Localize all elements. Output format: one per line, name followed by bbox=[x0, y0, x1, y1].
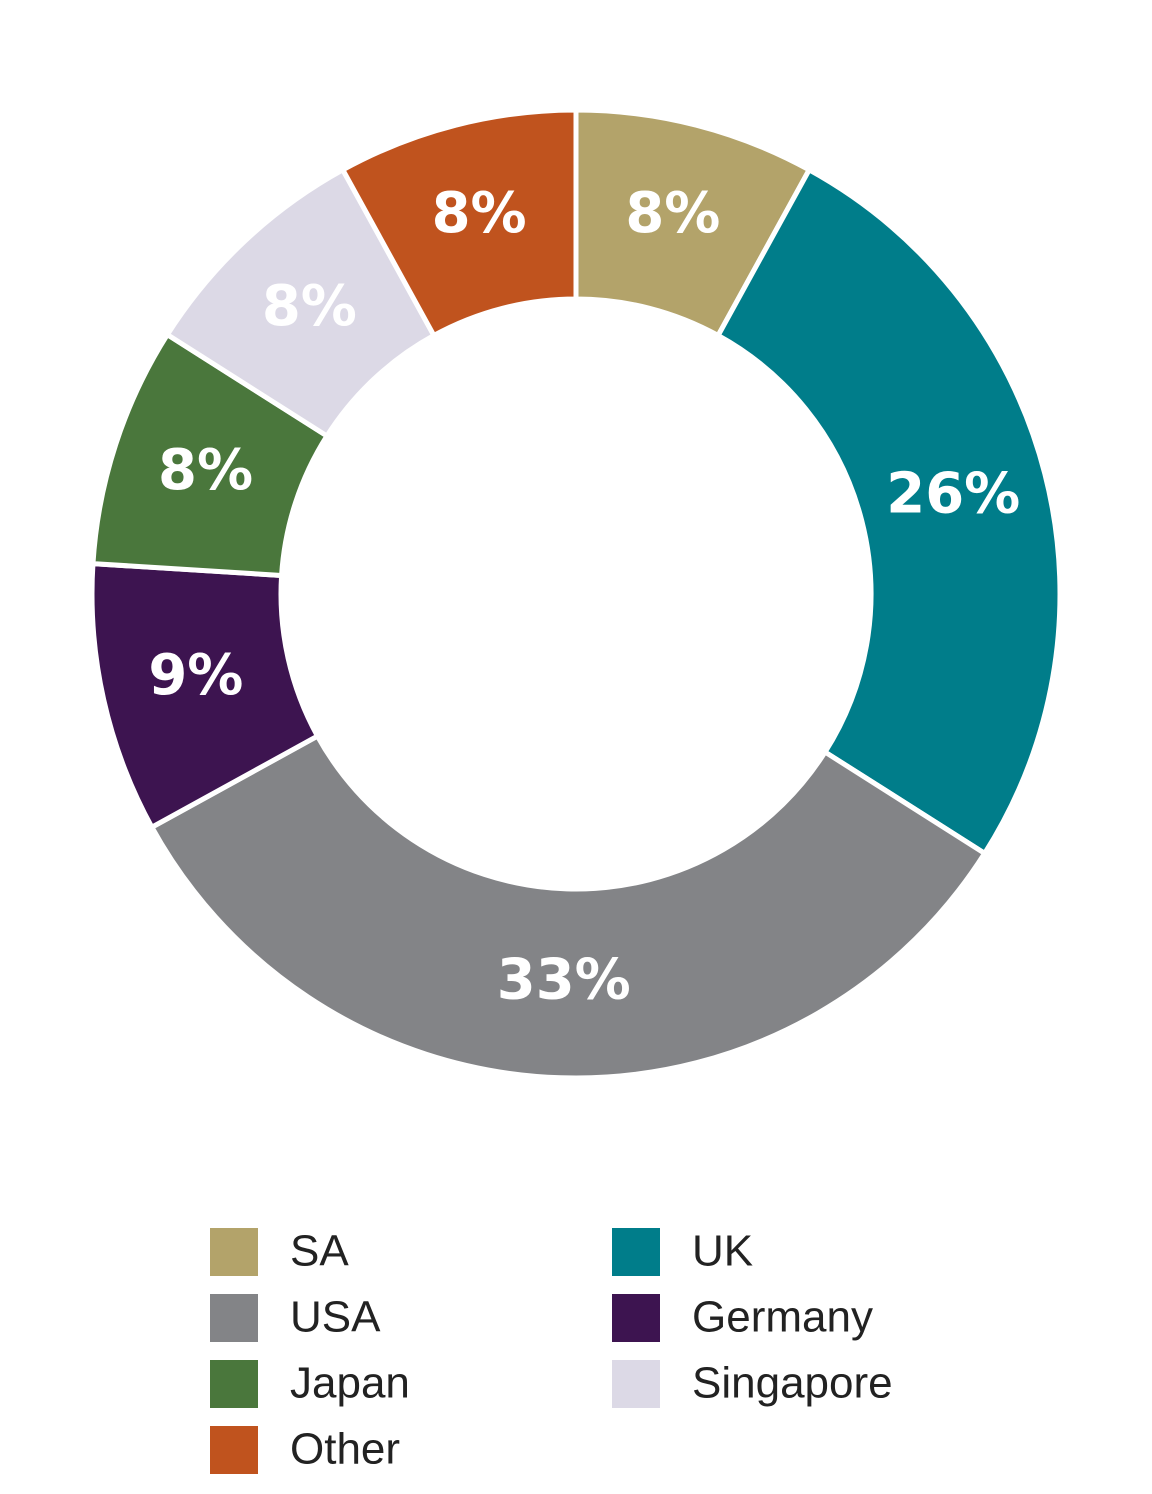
donut-segment bbox=[714, 166, 1063, 857]
legend-label: Singapore bbox=[692, 1359, 893, 1408]
legend-swatch bbox=[612, 1228, 660, 1276]
value-label: 8% bbox=[625, 181, 720, 246]
legend-swatch bbox=[210, 1360, 258, 1408]
legend-label: Other bbox=[290, 1425, 400, 1474]
legend-label: Germany bbox=[692, 1293, 873, 1342]
legend-swatch bbox=[210, 1228, 258, 1276]
value-label: 26% bbox=[886, 461, 1020, 526]
value-label: 8% bbox=[158, 438, 253, 503]
legend-swatch bbox=[210, 1294, 258, 1342]
legend-label: SA bbox=[290, 1227, 349, 1276]
value-label: 33% bbox=[497, 947, 631, 1012]
legend-swatch bbox=[210, 1426, 258, 1474]
legend-swatch bbox=[612, 1294, 660, 1342]
value-label: 8% bbox=[432, 181, 527, 246]
legend-label: UK bbox=[692, 1227, 753, 1276]
value-label: 8% bbox=[262, 274, 357, 339]
donut-segment bbox=[339, 107, 579, 339]
legend-swatch bbox=[612, 1360, 660, 1408]
legend-label: Japan bbox=[290, 1359, 410, 1408]
legend-label: USA bbox=[290, 1293, 381, 1342]
value-label: 9% bbox=[148, 643, 243, 708]
donut-segment bbox=[148, 732, 989, 1081]
